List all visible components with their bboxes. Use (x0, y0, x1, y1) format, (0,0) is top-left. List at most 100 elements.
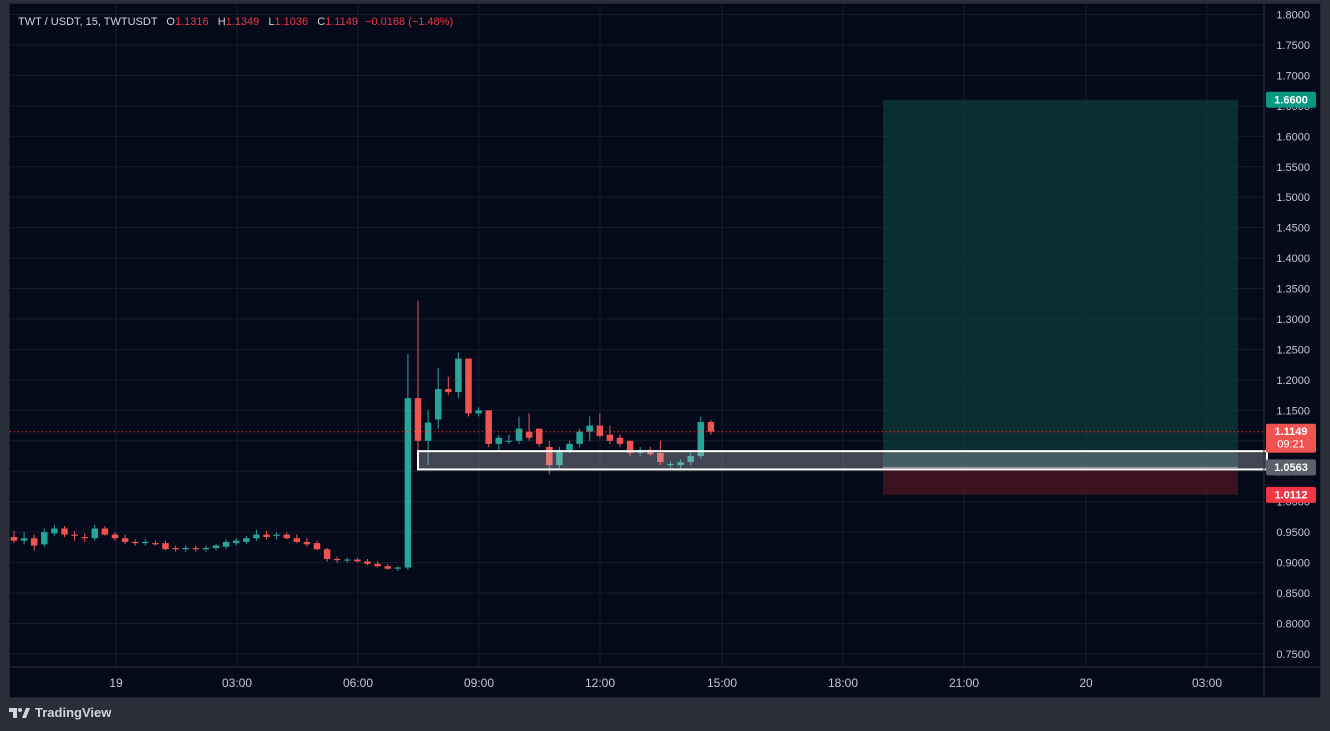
stop-price-badge (1266, 486, 1316, 503)
low-label: L (268, 16, 275, 28)
candle-body (414, 398, 422, 441)
time-axis[interactable]: 19 03:00 06:00 09:00 12:00 15:00 18:00 21:00 20 0… (109, 676, 1222, 690)
candle-body (606, 434, 614, 441)
candle-body (222, 541, 230, 547)
last-price-badge (1266, 423, 1316, 453)
candle-body (354, 559, 361, 562)
candle-body (485, 410, 492, 444)
chart-frame[interactable]: 1.80001.75001.70001.65001.60001.55001.50… (9, 3, 1321, 698)
price-tick-label: 1.3500 (1276, 284, 1310, 296)
candle-body (374, 563, 381, 567)
candle-body (273, 534, 280, 536)
candle-body (677, 462, 684, 466)
price-tick-label: 1.2000 (1276, 375, 1310, 387)
price-tick-label: 1.6000 (1276, 131, 1310, 143)
candle-body (515, 428, 523, 441)
price-tick-label: 1.1500 (1276, 405, 1310, 417)
price-tick-label: 1.5000 (1276, 192, 1310, 204)
chart-canvas[interactable]: 1.80001.75001.70001.65001.60001.55001.50… (10, 4, 1320, 697)
candle-body (61, 528, 68, 535)
price-tick-label: 0.9000 (1276, 558, 1310, 570)
countdown-badge-label: 09:21 (1277, 439, 1305, 451)
loss-zone (883, 467, 1238, 495)
candlestick-series (10, 300, 715, 572)
candle-body (434, 389, 442, 420)
candle-body (384, 566, 391, 569)
candle-body (546, 446, 553, 466)
price-tick-label: 1.8000 (1276, 10, 1310, 22)
symbol-name[interactable]: TWT / USDT, 15, TWTUSDT (18, 16, 158, 28)
candle-body (495, 437, 503, 444)
candle-body (475, 410, 482, 414)
high-value: 1.1349 (225, 16, 260, 28)
candle-body (30, 538, 38, 546)
candle-body (101, 528, 109, 535)
candle-body (707, 421, 715, 432)
candle-body (10, 537, 18, 541)
candle-body (465, 358, 472, 414)
time-tick-label: 03:00 (1192, 676, 1222, 690)
price-tick-label: 1.4000 (1276, 253, 1310, 265)
candle-body (424, 422, 432, 441)
symbol-legend: TWT / USDT, 15, TWTUSDT O1.1316 H1.1349 … (18, 16, 453, 28)
candle-body (81, 537, 88, 539)
target-price-badge-label: 1.6600 (1274, 94, 1308, 106)
candle-body (71, 534, 78, 536)
stop-price-badge-label: 1.0112 (1274, 489, 1307, 501)
candle-body (192, 547, 200, 550)
time-tick-label: 15:00 (707, 676, 737, 690)
time-tick-label: 18:00 (828, 676, 858, 690)
support-zone-rectangle (417, 450, 1268, 471)
time-tick-label: 03:00 (222, 676, 252, 690)
candle-body (505, 440, 513, 442)
change-value: −0.0168 (−1.48%) (365, 16, 454, 28)
candle-body (283, 534, 290, 539)
candle-body (626, 440, 634, 453)
close-label: C (317, 16, 326, 28)
open-value: 1.1316 (174, 16, 209, 28)
candle-body (232, 540, 240, 544)
candle-body (91, 528, 99, 539)
tradingview-logo-icon (9, 707, 30, 718)
candle-body (131, 541, 139, 544)
price-tick-label: 0.7500 (1276, 649, 1310, 661)
price-tick-label: 1.4500 (1276, 223, 1310, 235)
brand-name: TradingView (35, 705, 112, 720)
candle-body (616, 437, 624, 444)
entry-price-badge (1266, 459, 1316, 476)
candle-body (333, 558, 341, 561)
candle-body (41, 532, 48, 545)
high-label: H (217, 16, 226, 28)
candle-body (364, 561, 371, 564)
candle-body (535, 428, 543, 444)
candle-body (111, 534, 119, 539)
candle-body (525, 431, 533, 438)
time-tick-label: 20 (1079, 676, 1093, 690)
candle-body (344, 559, 351, 561)
candle-body (576, 431, 583, 444)
time-tick-label: 12:00 (585, 676, 615, 690)
tradingview-brand[interactable]: TradingView (8, 705, 111, 720)
candle-body (687, 456, 694, 463)
candle-body (243, 538, 250, 542)
low-value: 1.1036 (274, 16, 309, 28)
candle-body (667, 463, 674, 466)
position-tool[interactable] (883, 99, 1238, 495)
profit-zone (883, 99, 1238, 468)
last-price-badge-label: 1.1149 (1274, 426, 1307, 438)
price-tick-label: 1.2500 (1276, 344, 1310, 356)
price-tick-label: 1.3000 (1276, 314, 1310, 326)
open-label: O (166, 16, 175, 28)
candle-body (657, 452, 664, 463)
candle-body (303, 541, 311, 545)
candle-body (323, 549, 331, 559)
candle-body (596, 425, 604, 436)
candle-body (212, 545, 220, 548)
time-tick-label: 19 (109, 676, 123, 690)
candle-body (455, 358, 462, 393)
candle-body (152, 543, 159, 545)
candle-body (697, 421, 705, 457)
candle-body (172, 547, 179, 550)
candle-body (263, 534, 270, 538)
